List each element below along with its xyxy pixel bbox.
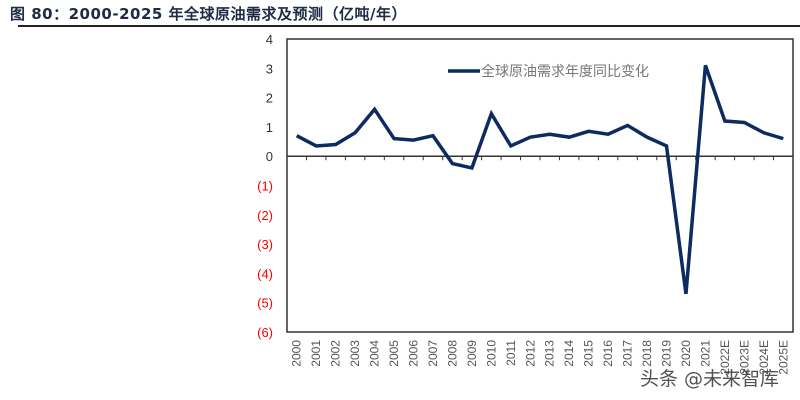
y-tick-label: (2) (257, 208, 273, 223)
x-tick-label: 2002 (329, 340, 343, 367)
watermark: 头条 @未来智库 (640, 368, 780, 390)
title-divider (18, 25, 800, 27)
y-tick-label: (5) (257, 296, 273, 311)
y-tick-label: 3 (266, 61, 273, 76)
x-tick-label: 2003 (348, 340, 362, 367)
x-tick-label: 2001 (309, 340, 323, 367)
x-tick-label: 2023E (737, 340, 751, 375)
x-tick-label: 2014 (562, 340, 576, 367)
y-tick-label: (6) (257, 325, 273, 340)
x-tick-label: 2005 (387, 340, 401, 367)
x-tick-label: 2024E (757, 340, 771, 375)
plot-frame (286, 38, 794, 333)
x-tick-label: 2009 (465, 340, 479, 367)
x-tick-label: 2007 (426, 340, 440, 367)
series-line (295, 64, 784, 295)
x-tick-label: 2000 (290, 340, 304, 367)
x-tick-label: 2013 (543, 340, 557, 367)
x-tick-label: 2018 (640, 340, 654, 367)
x-tick-label: 2012 (523, 340, 537, 367)
legend-label: 全球原油需求年度同比变化 (481, 63, 649, 80)
chart-title: 图 80：2000-2025 年全球原油需求及预测（亿吨/年） (10, 5, 408, 23)
x-tick-label: 2008 (445, 340, 459, 367)
x-tick-label: 2010 (484, 340, 498, 367)
y-tick-label: 4 (266, 32, 273, 47)
y-tick-label: 2 (266, 91, 273, 106)
y-tick-label: 0 (266, 149, 273, 164)
x-tick-label: 2021 (698, 340, 712, 367)
y-tick-label: (1) (257, 179, 273, 194)
y-tick-label: (3) (257, 237, 273, 252)
x-tick-label: 2022E (718, 340, 732, 375)
x-tick-label: 2015 (582, 340, 596, 367)
x-tick-label: 2025E (776, 340, 790, 375)
y-tick-label: 1 (266, 120, 273, 135)
x-tick-label: 2017 (621, 340, 635, 367)
y-tick-label: (4) (257, 266, 273, 281)
x-tick-label: 2020 (679, 340, 693, 367)
x-tick-label: 2011 (504, 340, 518, 366)
x-tick-label: 2019 (660, 340, 674, 367)
x-tick-label: 2016 (601, 340, 615, 367)
x-tick-label: 2004 (368, 340, 382, 367)
x-tick-label: 2006 (407, 340, 421, 367)
